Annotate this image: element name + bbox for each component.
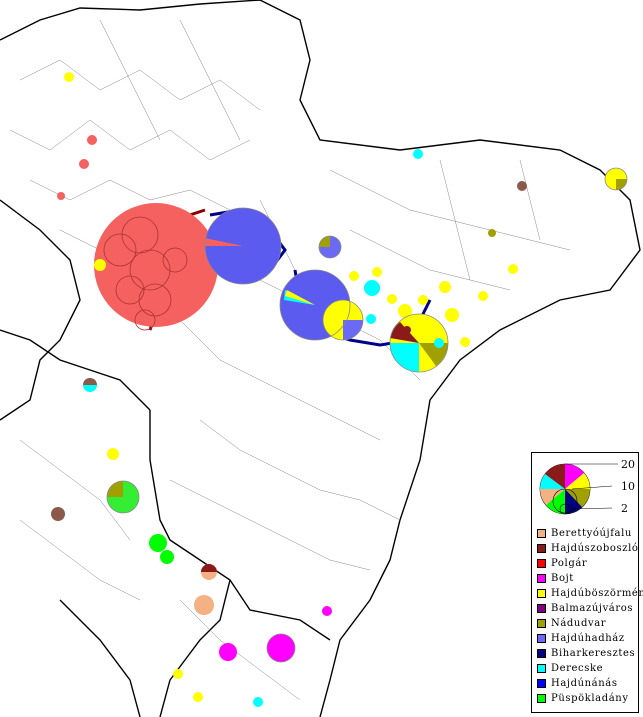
pie-inner-rings — [103, 216, 188, 331]
pie-symbol-yellow-3 — [508, 264, 518, 274]
legend-swatch — [537, 604, 546, 613]
pie-symbol-yellow-9 — [372, 267, 382, 277]
pie-symbol-yellow-small-1 — [107, 448, 119, 460]
legend-label: Hajdúhadház — [551, 632, 625, 644]
legend-swatch — [537, 694, 546, 703]
legend-label: Püspökladány — [551, 692, 629, 704]
legend-item: Hajdúszoboszló — [537, 541, 643, 556]
pie-symbol-yellow-small-2 — [64, 72, 74, 82]
pie-slice-brown-3 — [83, 378, 97, 385]
legend-label: Berettyóújfalu — [551, 527, 632, 539]
pie-symbol-cyan-1 — [413, 149, 423, 159]
legend-label: Biharkeresztes — [551, 647, 636, 659]
pie-symbol-red-small-1 — [87, 135, 97, 145]
pie-symbol-cyan-2 — [364, 280, 380, 296]
pie-symbol-bojt-1 — [219, 643, 237, 661]
legend-label: Polgár — [551, 557, 588, 569]
pie-symbol-yellow-7 — [398, 304, 412, 318]
legend-swatch — [537, 574, 546, 583]
legend-swatch — [537, 649, 546, 658]
legend-item: Hajdúhadház — [537, 631, 643, 646]
pie-symbol-yellow-12 — [460, 337, 470, 347]
legend-label: Bojt — [551, 572, 574, 584]
pie-symbol-yellow-6 — [445, 308, 459, 322]
pie-symbol-yellow-5 — [439, 281, 451, 293]
legend-swatch — [537, 559, 546, 568]
legend-item: Berettyóújfalu — [537, 526, 643, 541]
legend: 20 10 2 Berettyóújfalu Hajdúszoboszló Po… — [531, 452, 643, 713]
pie-outlines — [106, 167, 628, 663]
pie-slice-polgar-thin — [205, 238, 243, 246]
legend-item: Balmazújváros — [537, 601, 643, 616]
legend-item: Hajdúböszörmény — [537, 586, 643, 601]
pie-slice-hajdudorog — [319, 236, 330, 247]
pie-symbol-cyan-4 — [434, 338, 444, 348]
municipality-boundaries — [9, 19, 571, 701]
legend-swatch — [537, 664, 546, 673]
pie-slice-blue-small — [343, 320, 363, 340]
pie-symbol-brown-4 — [517, 181, 527, 191]
legend-label: Hajdúszoboszló — [551, 542, 639, 554]
legend-item: Hajdúnánás — [537, 676, 643, 691]
legend-item: Püspökladány — [537, 691, 643, 706]
pie-symbol-cyan-5 — [253, 697, 263, 707]
pie-symbol-bojt-3 — [322, 606, 332, 616]
legend-label: Balmazújváros — [551, 602, 634, 614]
legend-item: Derecske — [537, 661, 643, 676]
legend-label: Hajdúböszörmény — [551, 587, 643, 599]
pie-symbol-yellow-4 — [478, 291, 488, 301]
pie-symbol-red-small-2 — [79, 159, 89, 169]
pie-slice-brown-1 — [201, 564, 217, 572]
legend-list: Berettyóújfalu Hajdúszoboszló Polgár Boj… — [537, 526, 643, 706]
pie-symbol-red-small-3 — [57, 192, 65, 200]
legend-item: Biharkeresztes — [537, 646, 643, 661]
pie-symbol-kaba — [149, 534, 167, 552]
pie-slice-olive-nadudvar — [419, 343, 448, 366]
legend-swatch — [537, 589, 546, 598]
pie-symbol-yellow-13 — [173, 669, 183, 679]
pie-symbol-berettyo-small — [194, 595, 214, 615]
legend-item: Nádudvar — [537, 616, 643, 631]
legend-label: Derecske — [551, 662, 604, 674]
pie-symbol-bojt-2 — [267, 634, 295, 662]
legend-label: Nádudvar — [551, 617, 607, 629]
legend-item: Polgár — [537, 556, 643, 571]
legend-swatch — [537, 544, 546, 553]
legend-item: Bojt — [537, 571, 643, 586]
legend-swatch — [537, 679, 546, 688]
pie-symbol-yellow-8 — [349, 271, 359, 281]
pie-symbol-red-yellow — [94, 259, 106, 271]
legend-swatch — [537, 529, 546, 538]
pie-slice-tiszavasvari — [616, 179, 627, 190]
pie-slice-yellow — [285, 290, 315, 305]
legend-label: Hajdúnánás — [551, 677, 618, 689]
pie-symbol-tetetlen — [160, 550, 174, 564]
pie-slice-cyan-nadudvar — [390, 343, 419, 372]
legend-swatch — [537, 619, 546, 628]
pie-symbol-yellow-10 — [387, 294, 397, 304]
pie-symbol-brown-2 — [51, 507, 65, 521]
legend-scale-2: 2 — [621, 502, 628, 515]
legend-scale-20: 20 — [621, 458, 635, 471]
legend-swatch — [537, 634, 546, 643]
legend-scale-10: 10 — [621, 480, 635, 493]
pie-symbol-cyan-3 — [366, 314, 376, 324]
pie-symbol-darkred-small — [403, 326, 411, 334]
pie-symbol-yellow-14 — [193, 692, 203, 702]
pie-symbol-yellow-11 — [418, 295, 428, 305]
pie-symbol-olive-1 — [488, 229, 496, 237]
pie-slice-puspokladany-1 — [107, 481, 123, 497]
pie-symbol-polgar-large — [94, 203, 218, 327]
legend-size-sample — [539, 463, 618, 515]
